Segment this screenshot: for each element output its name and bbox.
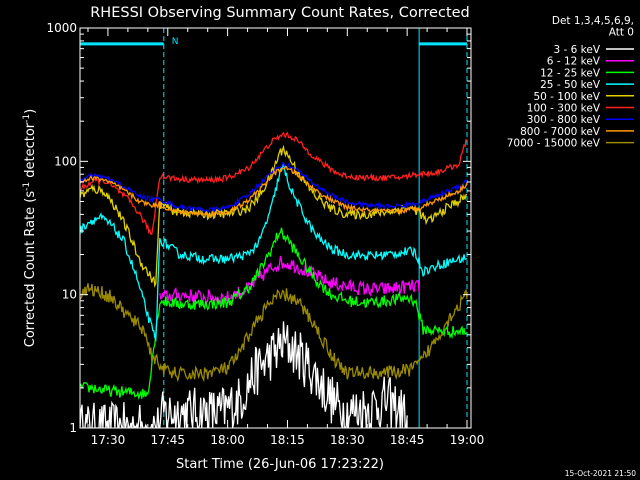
legend-label: 25 - 50 keV [540,79,601,91]
y-tick-label: 100 [54,154,77,168]
legend-label: 800 - 7000 keV [520,126,601,138]
plot-frame [79,27,472,429]
series-line-0 [80,321,408,428]
x-tick-label: 17:30 [91,433,126,447]
legend-label: 6 - 12 keV [547,56,601,68]
x-axis-label: Start Time (26-Jun-06 17:23:22) [176,457,384,472]
y-label-text-2: detector [23,122,38,182]
x-tick-label: 18:15 [270,433,305,447]
x-tick-label: 18:00 [210,433,245,447]
plot-area [80,28,471,428]
y-label-sup-2: -1 [22,114,32,123]
series-line-8 [80,283,468,383]
series-line-7 [80,165,468,218]
y-tick-label: 1 [69,421,77,435]
x-tick-label: 18:30 [330,433,365,447]
legend-label: 300 - 800 keV [527,114,601,126]
series-line-5 [80,131,468,235]
legend-label: 7000 - 15000 keV [507,138,601,150]
y-label-sup-1: -1 [22,182,32,191]
y-axis-label: Corrected Count Rate (s-1 detector-1) [22,109,38,347]
y-tick-label: 1000 [46,21,77,35]
series-line-1 [159,255,420,305]
legend-header: Att 0 [609,27,634,39]
y-tick-label: 10 [62,288,77,302]
annotation-label: N [172,37,179,47]
x-tick-label: 19:00 [450,433,485,447]
legend-header: Det 1,3,4,5,6,9, [552,15,634,27]
legend-label: 3 - 6 keV [553,44,600,56]
legend-label: 50 - 100 keV [533,91,600,103]
chart-title: RHESSI Observing Summary Count Rates, Co… [90,5,470,21]
legend-label: 12 - 25 keV [540,67,601,79]
x-tick-label: 17:45 [150,433,185,447]
series-line-2 [80,227,468,401]
y-label-text-3: ) [23,109,38,114]
x-tick-label: 18:45 [390,433,425,447]
series-line-3 [80,161,468,342]
y-label-text-1: Corrected Count Rate (s [23,191,38,348]
legend-label: 100 - 300 keV [527,103,601,115]
footer-timestamp: 15-Oct-2021 21:50 [565,469,636,478]
